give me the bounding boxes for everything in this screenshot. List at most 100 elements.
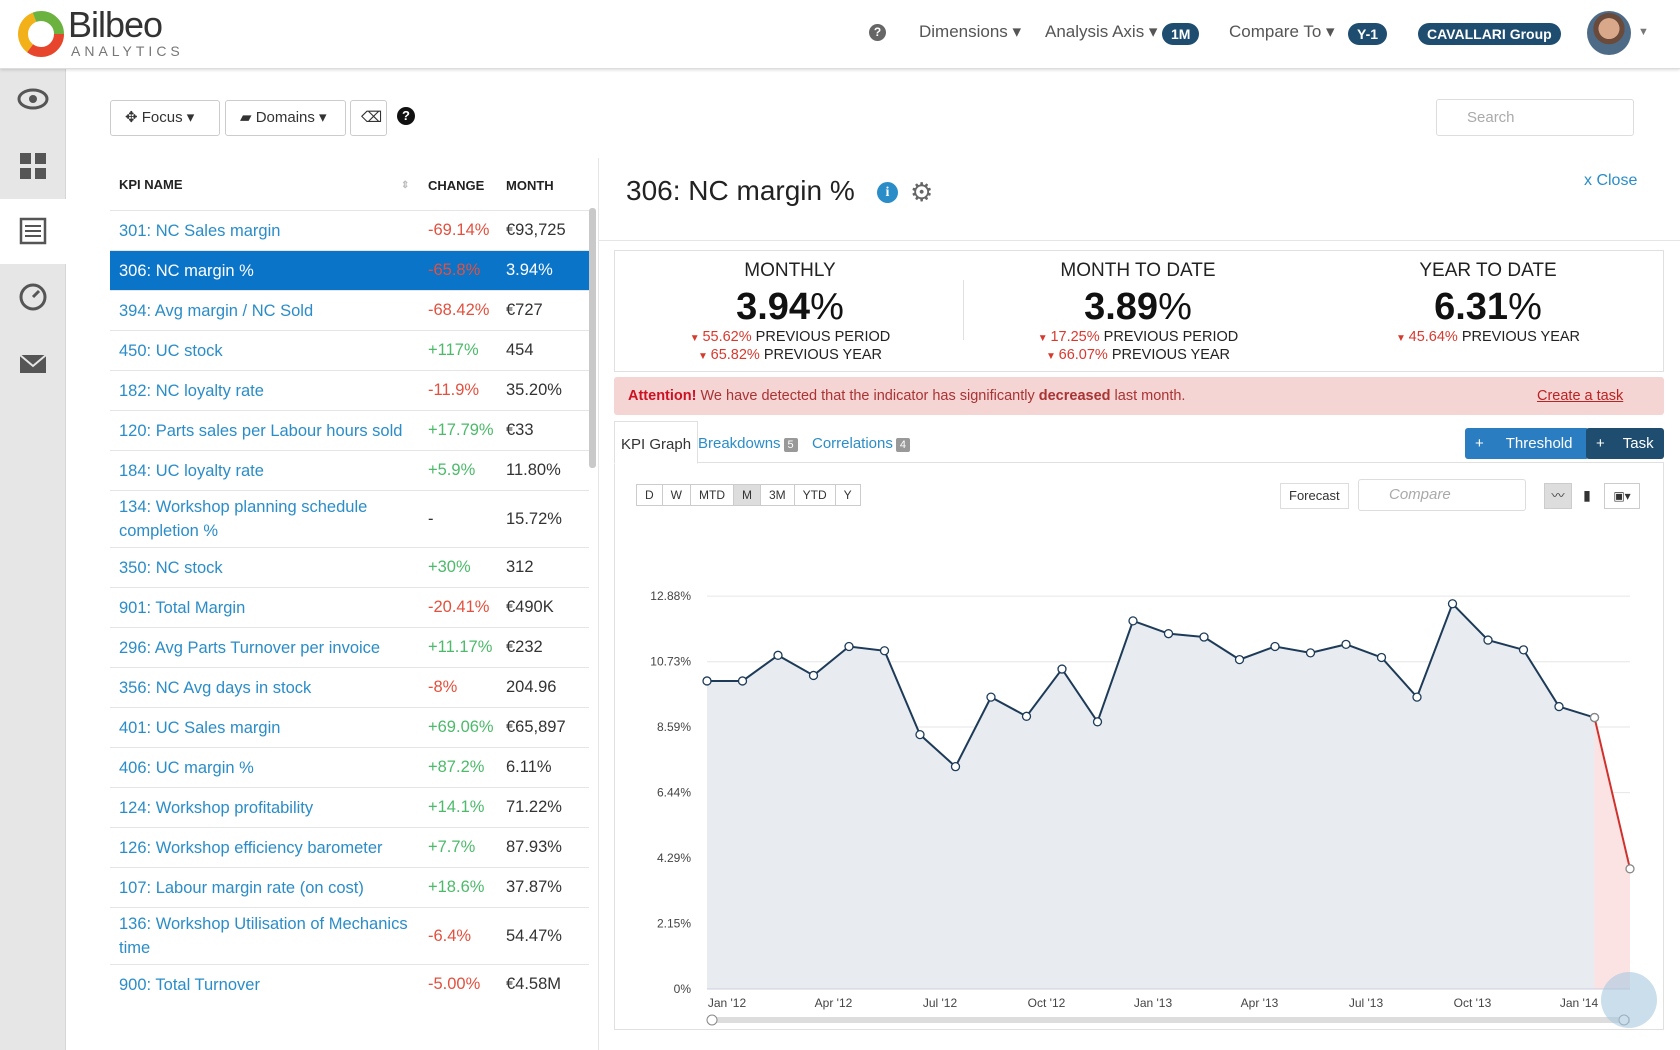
down-arrow: ▼ <box>689 333 703 344</box>
tab[interactable]: Correlations 4 <box>806 421 916 464</box>
stat: YEAR TO DATE 6.31% ▼ 45.64% PREVIOUS YEAR <box>1313 260 1663 347</box>
table-row[interactable]: 134: Workshop planning schedule completi… <box>110 490 589 547</box>
table-row[interactable]: 901: Total Margin -20.41% €490K <box>110 587 589 627</box>
period-button[interactable]: W <box>661 484 691 506</box>
change-value: 65.82% <box>710 347 760 363</box>
period-button[interactable]: 3M <box>760 484 795 506</box>
change-label: PREVIOUS YEAR <box>1461 329 1581 345</box>
table-row[interactable]: 406: UC margin % +87.2% 6.11% <box>110 747 589 787</box>
stat: MONTH TO DATE 3.89% ▼ 17.25% PREVIOUS PERI… <box>963 260 1313 365</box>
stat-value: 6.31% <box>1434 286 1542 328</box>
table-row[interactable]: 182: NC loyalty rate -11.9% 35.20% <box>110 370 589 410</box>
domains-button[interactable]: ▰ Domains ▾ <box>225 100 346 136</box>
table-row[interactable]: 107: Labour margin rate (on cost) +18.6% 3… <box>110 867 589 907</box>
period-button[interactable]: Y <box>834 484 861 506</box>
change-value: 55.62% <box>702 329 752 345</box>
button-label: Domains <box>255 109 315 126</box>
header-cell[interactable]: CHANGE <box>428 177 485 193</box>
alert-emph: decreased <box>1038 388 1111 404</box>
table-row[interactable]: 350: NC stock +30% 312 <box>110 547 589 587</box>
kpi-name: 900: Total Turnover <box>119 975 260 994</box>
save-button[interactable]: ▣▾ <box>1604 483 1640 509</box>
point <box>1305 648 1316 658</box>
info-icon[interactable]: i <box>877 182 898 203</box>
search-input[interactable]: Search <box>1436 99 1634 136</box>
table-row[interactable]: 120: Parts sales per Labour hours sold +1… <box>110 410 589 450</box>
change-label: PREVIOUS YEAR <box>763 347 883 363</box>
focus-button[interactable]: ✥ Focus ▾ <box>110 100 220 136</box>
chat-bubble[interactable] <box>1601 972 1657 1028</box>
point <box>950 762 961 772</box>
bar-view-button[interactable]: ▮ <box>1583 487 1591 503</box>
help-icon[interactable]: ? <box>869 24 886 41</box>
point <box>1554 701 1564 712</box>
table-row[interactable]: 184: UC loyalty rate +5.9% 11.80% <box>110 450 589 490</box>
nav-axis[interactable]: Analysis Axis ▾ <box>1045 22 1158 41</box>
table-row[interactable]: 394: Avg margin / NC Sold -68.42% €727 <box>110 290 589 330</box>
button-icon: + <box>1475 435 1484 452</box>
kpi-name: 296: Avg Parts Turnover per invoice <box>119 638 381 657</box>
nav-compare[interactable]: Compare To ▾ <box>1229 22 1335 41</box>
kpi-change: - <box>428 509 434 528</box>
table-row[interactable]: 126: Workshop efficiency barometer +7.7% 8… <box>110 827 589 867</box>
table-row[interactable]: 356: NC Avg days in stock -8% 204.96 <box>110 667 589 707</box>
period-button[interactable]: D <box>636 484 663 506</box>
point <box>1199 632 1209 642</box>
period-button[interactable]: MTD <box>690 484 734 506</box>
eraser-button[interactable]: ⌫ <box>350 100 387 136</box>
line <box>707 601 1595 769</box>
kpi-chart: 0% 2.15% 4.29% 6.44% 8.59% 10.73% 12.88% Jan '1… <box>650 589 1657 1028</box>
help-icon[interactable]: ? <box>397 107 415 125</box>
detail-title: 306: NC margin % <box>626 175 855 206</box>
table-row[interactable]: 124: Workshop profitability +14.1% 71.22% <box>110 787 589 827</box>
kpi-name: 301: NC Sales margin <box>119 221 281 240</box>
down-arrow: ▼ <box>1037 333 1051 344</box>
compare-input[interactable]: Compare <box>1358 479 1526 511</box>
x-tick-label: Jul '13 <box>1349 996 1384 1010</box>
table-row[interactable]: 306: NC margin % -65.8% 3.94% <box>110 250 589 290</box>
badge: 1M <box>1162 23 1200 45</box>
area <box>707 603 1595 989</box>
stat-change: ▼ 66.07% PREVIOUS YEAR <box>963 347 1313 365</box>
settings-icon[interactable]: ⚙ <box>910 177 934 207</box>
y-tick-label: 0% <box>674 982 692 996</box>
avatar[interactable] <box>1587 11 1631 55</box>
table-row[interactable]: 301: NC Sales margin -69.14% €93,725 <box>110 210 589 250</box>
y-tick-label: 8.59% <box>657 720 691 734</box>
kpi-change: +69.06% <box>428 718 494 736</box>
table-row[interactable]: 450: UC stock +117% 454 <box>110 330 589 370</box>
create-task-link[interactable]: Create a task <box>1537 388 1624 404</box>
kpi-month: 11.80% <box>506 461 561 479</box>
period-button[interactable]: YTD <box>793 484 836 506</box>
nav-dimensions[interactable]: Dimensions ▾ <box>919 22 1022 41</box>
threshold-button[interactable]: + Threshold <box>1465 428 1589 459</box>
tab[interactable]: KPI Graph <box>614 421 699 464</box>
kpi-month: €65,897 <box>506 718 566 736</box>
down-arrow: ▼ <box>1045 351 1059 362</box>
stat-unit: % <box>810 286 844 328</box>
close-link[interactable]: x Close <box>1584 172 1638 189</box>
table-row[interactable]: 296: Avg Parts Turnover per invoice +11.1… <box>110 627 589 667</box>
point <box>986 692 996 702</box>
header-cell[interactable]: MONTH <box>506 177 554 193</box>
forecast-button[interactable]: Forecast <box>1280 483 1349 509</box>
header-cell[interactable]: KPI NAME <box>119 177 183 192</box>
table-row[interactable]: 136: Workshop Utilisation of Mechanics t… <box>110 907 589 964</box>
tab-label: Breakdowns <box>698 435 781 452</box>
kpi-change: -5.00% <box>428 975 481 993</box>
period-button[interactable]: M <box>733 484 761 506</box>
kpi-change: +117% <box>428 341 479 359</box>
badge[interactable]: CAVALLARI Group <box>1418 23 1561 45</box>
detail-panel <box>598 158 1680 1050</box>
point <box>1128 616 1138 626</box>
kpi-name: 450: UC stock <box>119 341 223 360</box>
tab[interactable]: Breakdowns 5 <box>692 421 804 464</box>
table-row[interactable]: 401: UC Sales margin +69.06% €65,897 <box>110 707 589 747</box>
line-view-button[interactable]: 〰 <box>1544 483 1572 509</box>
table-row[interactable]: 900: Total Turnover -5.00% €4.58M <box>110 964 589 1004</box>
logo-mark <box>18 11 64 57</box>
task-button[interactable]: + Task <box>1586 428 1664 459</box>
period-buttons: D W MTD M 3M YTD Y <box>636 484 861 506</box>
navigator-handle[interactable] <box>706 1014 718 1026</box>
